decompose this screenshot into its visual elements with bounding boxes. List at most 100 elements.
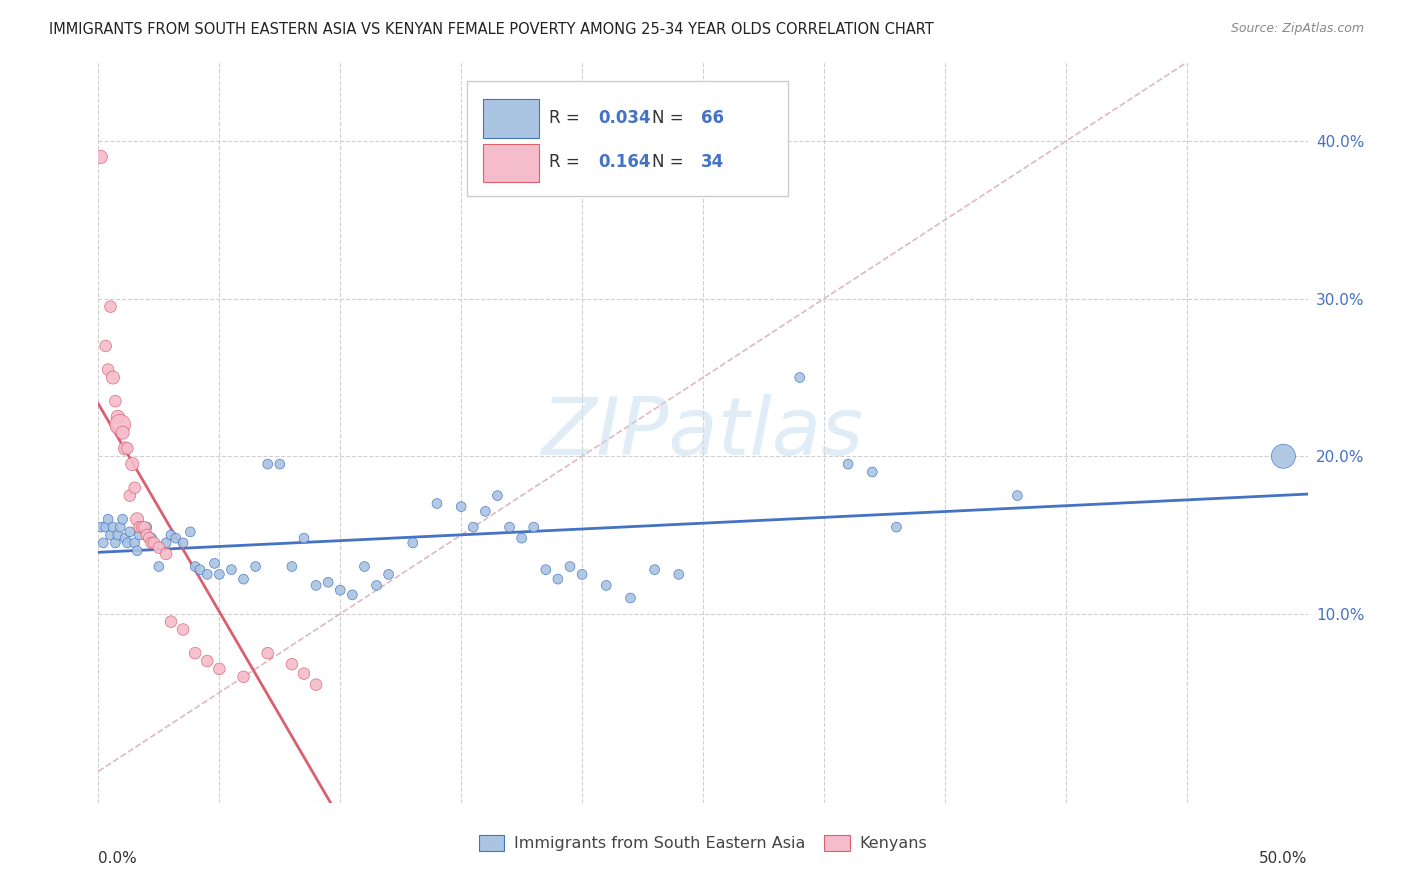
Point (245, 559, 267, 574)
Legend: Immigrants from South Eastern Asia, Kenyans: Immigrants from South Eastern Asia, Keny… (472, 829, 934, 858)
Point (353, 559, 375, 574)
Text: 0.0%: 0.0% (98, 851, 138, 866)
Point (510, 531, 533, 545)
Text: N =: N = (652, 109, 689, 127)
Point (160, 528, 183, 542)
Point (402, 536, 425, 550)
Text: Source: ZipAtlas.com: Source: ZipAtlas.com (1230, 22, 1364, 36)
Point (305, 678, 328, 692)
Point (90, 150, 112, 164)
Point (148, 559, 170, 574)
Point (94, 339, 117, 353)
Point (141, 531, 163, 545)
Point (117, 536, 139, 550)
Point (172, 623, 194, 637)
Text: R =: R = (550, 109, 585, 127)
Point (124, 481, 146, 495)
Point (104, 536, 127, 550)
Point (165, 531, 187, 545)
Point (108, 520, 131, 534)
Point (619, 591, 641, 605)
Text: R =: R = (550, 153, 591, 171)
Point (256, 646, 278, 660)
Point (135, 520, 157, 534)
Point (117, 442, 139, 456)
Point (1272, 449, 1295, 463)
Point (101, 370, 124, 384)
Text: 0.034: 0.034 (598, 109, 651, 127)
Point (292, 531, 315, 545)
Point (91, 536, 114, 550)
Point (305, 578, 328, 592)
Point (127, 543, 149, 558)
Point (474, 504, 496, 518)
Point (789, 370, 811, 384)
Point (101, 520, 124, 534)
Point (131, 520, 153, 534)
Point (97, 362, 120, 376)
Point (426, 496, 449, 510)
Point (148, 541, 170, 555)
Text: 34: 34 (700, 153, 724, 171)
Point (179, 524, 201, 539)
Point (342, 588, 364, 602)
Point (128, 520, 150, 534)
Point (107, 409, 129, 424)
Point (124, 536, 146, 550)
Point (155, 547, 177, 561)
Text: IMMIGRANTS FROM SOUTH EASTERN ASIA VS KENYAN FEMALE POVERTY AMONG 25-34 YEAR OLD: IMMIGRANTS FROM SOUTH EASTERN ASIA VS KE… (49, 22, 934, 37)
Point (160, 615, 183, 629)
Point (188, 563, 211, 577)
Point (94, 520, 117, 534)
Point (135, 528, 157, 542)
Point (668, 567, 690, 582)
Point (127, 512, 149, 526)
Point (523, 520, 546, 534)
Point (143, 536, 166, 550)
Point (547, 572, 569, 586)
Point (104, 394, 127, 409)
Point (208, 662, 231, 676)
Point (100, 528, 122, 542)
Point (111, 512, 134, 526)
Point (595, 578, 617, 592)
Point (329, 583, 352, 598)
Point (256, 457, 278, 471)
Point (184, 559, 207, 574)
Point (118, 524, 141, 539)
Point (860, 465, 883, 479)
FancyBboxPatch shape (467, 81, 787, 195)
Point (128, 528, 150, 542)
Point (118, 489, 141, 503)
Point (366, 578, 388, 592)
Point (463, 520, 485, 534)
Point (316, 575, 339, 590)
Point (121, 457, 143, 471)
Point (292, 666, 315, 681)
Point (837, 457, 859, 471)
Point (232, 670, 254, 684)
Point (232, 572, 254, 586)
Point (114, 442, 136, 456)
Point (281, 559, 304, 574)
Point (486, 489, 509, 503)
Point (111, 425, 134, 440)
Point (498, 520, 520, 534)
Point (100, 300, 122, 314)
Text: N =: N = (652, 153, 689, 171)
Point (141, 536, 163, 550)
Point (172, 536, 194, 550)
Point (558, 559, 581, 574)
Point (269, 457, 291, 471)
Point (450, 500, 472, 514)
Point (195, 567, 218, 582)
Point (1007, 489, 1029, 503)
Point (155, 536, 177, 550)
FancyBboxPatch shape (482, 144, 538, 182)
Point (107, 528, 129, 542)
Text: ZIPatlas: ZIPatlas (541, 393, 865, 472)
Point (114, 531, 136, 545)
Point (571, 567, 593, 582)
Point (221, 563, 243, 577)
Point (134, 520, 156, 534)
